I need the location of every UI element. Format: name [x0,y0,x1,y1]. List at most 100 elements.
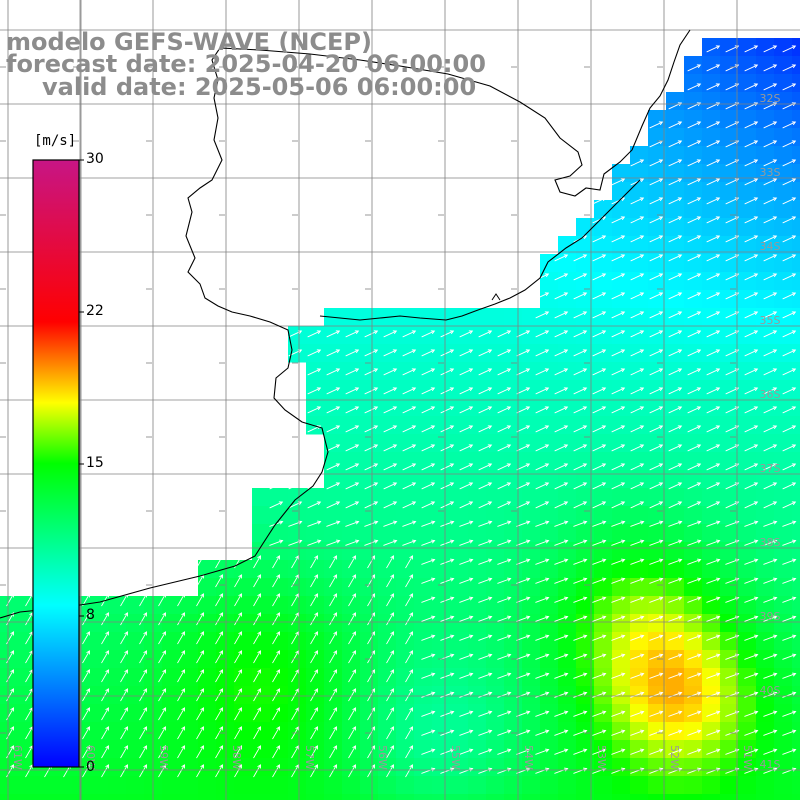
wind-arrow [459,539,474,546]
wind-cell [342,470,361,489]
wind-arrow [554,349,569,357]
wind-arrow [310,574,318,588]
wind-arrow [348,764,356,778]
wind-arrow [554,691,569,698]
wind-cell [720,56,739,75]
wind-cell [558,254,577,273]
wind-arrow [421,539,436,546]
wind-cell [648,542,667,561]
wind-cell [378,452,397,471]
wind-cell [342,308,361,327]
wind-arrow [478,406,493,414]
wind-arrow [706,615,721,622]
wind-arrow [668,216,683,224]
wind-arrow [158,688,166,702]
wind-cell [720,218,739,237]
wind-arrow [272,764,280,778]
wind-cell [612,326,631,345]
wind-arrow [782,349,797,357]
wind-cell [252,740,271,759]
wind-cell [684,506,703,525]
wind-cell [288,776,307,795]
wind-cell [594,596,613,615]
wind-arrow [440,330,455,338]
wind-arrows [6,45,797,778]
wind-arrow [706,482,721,490]
wind-cell [540,776,559,795]
wind-cell [414,560,433,579]
wind-cell [720,470,739,489]
wind-arrow [744,482,759,490]
wind-cell [180,596,199,615]
wind-cell [594,416,613,435]
wind-cell [414,362,433,381]
wind-arrow [459,672,474,679]
wind-cell [0,758,19,777]
wind-cell [414,308,433,327]
wind-arrow [611,235,626,243]
wind-arrow [215,669,223,683]
wind-cell [162,776,181,795]
wind-cell [720,110,739,129]
wind-arrow [478,653,493,660]
wind-arrow [405,555,413,569]
wind-cell [630,380,649,399]
wind-arrow [177,612,185,626]
wind-cell [396,668,415,687]
wind-cell [792,776,800,795]
wind-arrow [611,368,626,376]
wind-arrow [687,672,702,679]
wind-cell [630,740,649,759]
wind-cell [720,434,739,453]
wind-speed-field [0,38,800,800]
wind-cell [774,290,793,309]
wind-arrow [763,691,778,698]
wind-cell [774,722,793,741]
wind-cell [270,524,289,543]
wind-cell [792,560,800,579]
wind-arrow [497,501,512,509]
wind-cell [288,740,307,759]
wind-cell [0,704,19,723]
wind-arrow [459,615,474,622]
wind-cell [792,164,800,183]
wind-arrow [611,501,626,509]
wind-cell [720,38,739,57]
wind-cell [486,380,505,399]
wind-cell [270,794,289,800]
wind-cell [540,794,559,800]
wind-cell [666,434,685,453]
wind-arrow [348,669,356,683]
wind-arrow [554,596,569,603]
wind-cell [738,506,757,525]
wind-cell [432,578,451,597]
wind-cell [252,488,271,507]
wind-cell [648,110,667,129]
wind-arrow [364,501,379,509]
wind-cell [648,416,667,435]
wind-arrow [763,615,778,622]
wind-arrow [592,558,607,565]
wind-cell [450,362,469,381]
wind-arrow [478,691,493,698]
wind-cell [666,380,685,399]
wind-arrow [405,612,413,626]
wind-cell [396,416,415,435]
wind-cell [342,416,361,435]
wind-cell [108,794,127,800]
wind-arrow [611,387,626,395]
wind-cell [612,578,631,597]
wind-arrow [744,64,759,72]
wind-arrow [630,406,645,414]
wind-arrow [554,387,569,395]
wind-cell [756,470,775,489]
wind-cell [360,524,379,543]
wind-cell [540,362,559,381]
wind-arrow [630,748,645,755]
wind-arrow [687,406,702,414]
wind-arrow [139,764,147,778]
wind-arrow [516,748,531,755]
wind-arrow [310,631,318,645]
wind-arrow [592,539,607,546]
wind-cell [324,668,343,687]
